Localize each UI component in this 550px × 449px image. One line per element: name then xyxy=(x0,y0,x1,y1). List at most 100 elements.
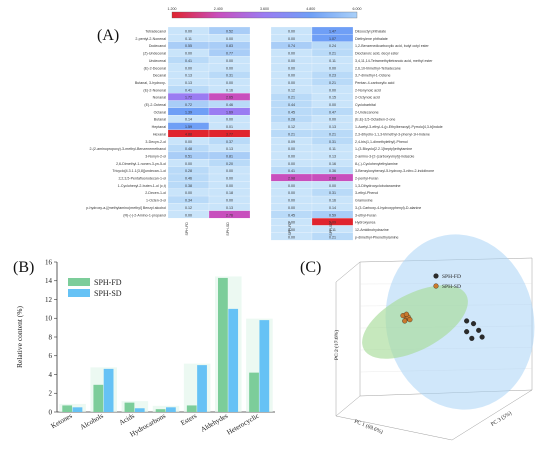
heatmap-cell-value: 0.37 xyxy=(226,140,233,144)
bar-sph-sd xyxy=(134,408,145,412)
heatmap-cell-value: 0.48 xyxy=(185,147,192,151)
heatmap-cell-value: 2.98 xyxy=(288,177,295,181)
heatmap-row-label: Butanal xyxy=(154,118,166,122)
scale-tick-label: 6.000 xyxy=(353,7,362,11)
heatmap-cell-value: 0.47 xyxy=(329,110,336,114)
ellipse-sph-sd xyxy=(385,234,535,410)
heatmap-cell-value: 0.38 xyxy=(185,184,192,188)
heatmap-cell-value: 0.18 xyxy=(226,191,233,195)
heatmap-cell-value: 0.72 xyxy=(185,103,192,107)
heatmap-row-label: 3-ethyl-Phenol xyxy=(355,191,378,195)
heatmap-cell-value: 1.47 xyxy=(329,30,336,34)
heatmap-cell-value: 0.45 xyxy=(288,213,295,217)
heatmap-row-label: (E)-2-Nonenal xyxy=(143,88,166,92)
heatmap-cell-value: 0.14 xyxy=(185,118,192,122)
heatmap-cell-value: 0.00 xyxy=(226,184,233,188)
heatmap-cell-value: 0.55 xyxy=(185,44,192,48)
heatmap-cell-value: 0.41 xyxy=(185,59,192,63)
heatmap-cell-value: 0.00 xyxy=(226,59,233,63)
heatmap-cell-value: 0.15 xyxy=(329,96,336,100)
heatmap-row-label: 2,2,3,5-Pentafluorodecan-1-ol xyxy=(118,177,166,181)
scatter-point-sph-fd xyxy=(464,329,470,335)
heatmap-cell-value: 0.21 xyxy=(329,235,336,239)
heatmap-cell-value: 1.59 xyxy=(185,125,192,129)
heatmap-cell-value: 0.28 xyxy=(288,118,295,122)
heatmap-row-label: 3-ethyl-Furan xyxy=(355,213,376,217)
heatmap-cell-value: 0.00 xyxy=(288,147,295,151)
axis-label-pc2: PC 2 (17.6%) xyxy=(333,330,340,360)
heatmap-cell-value: 0.36 xyxy=(329,169,336,173)
heatmap-row-label: 2-(2-aminopropoxy)-3-methyl-Benzenemetha… xyxy=(89,147,166,151)
heatmap-cell-value: 0.11 xyxy=(329,59,336,63)
heatmap-cell-value: 0.46 xyxy=(185,177,192,181)
scatter-point-sph-sd xyxy=(402,318,408,324)
bar-sph-fd xyxy=(218,277,228,412)
heatmap-row-label: (R)-(-)-2-Amino-1-propanol xyxy=(123,213,166,217)
plot-frame xyxy=(335,415,453,441)
heatmap-row-label: Dodecanol xyxy=(149,44,166,48)
x-tick-label: Ketones xyxy=(50,412,74,431)
heatmap-cell-value: 0.00 xyxy=(185,162,192,166)
heatmap-row-label: 2,6-Dimethyl-1-nonen-3-yn-5-ol xyxy=(116,162,166,166)
heatmap-cell-value: 0.11 xyxy=(185,37,192,41)
heatmap-row-label: 1-(3-Bicyclo[2.2.1]heptyl)ethylamine xyxy=(355,147,412,151)
heatmap-cell-value: 0.16 xyxy=(329,162,336,166)
bar-sph-sd xyxy=(228,308,239,412)
heatmap-cell-value: 0.00 xyxy=(288,191,295,195)
heatmap-cell-value: 0.09 xyxy=(288,140,295,144)
bar-chart: 0 2 4 6 8 10 12 14 16 Relative content (%) Ketones… xyxy=(15,258,275,439)
heatmap-row-label: 3-Benzyloxybenzyl-5-hydroxy-3-nitro-2-in… xyxy=(355,169,434,173)
bar-sph-sd xyxy=(166,407,176,412)
heatmap-row-label: 1-Acetyl-3-ethyl-4-(p-Ethylbenzoyl)-Pyrr… xyxy=(355,125,443,129)
heatmap-cell-value: 0.13 xyxy=(226,147,233,151)
heatmap-cell-value: 0.13 xyxy=(185,74,192,78)
heatmap-cell-value: 0.00 xyxy=(288,30,295,34)
x-tick-label: Heterocyclic xyxy=(225,412,260,437)
heatmap-cell-value: 0.13 xyxy=(329,154,336,158)
heatmap-cell-value: 0.34 xyxy=(185,199,192,203)
heatmap-cell-value: 0.00 xyxy=(185,213,192,217)
heatmap-cell-value: 0.00 xyxy=(288,154,295,158)
heatmap-column-label: SPH-FD xyxy=(288,222,292,236)
heatmap-row-label: 1,2-Benzenedicarboxylic acid, butyl octy… xyxy=(355,44,430,48)
heatmap-cell-value: 0.20 xyxy=(226,162,233,166)
heatmap-cell-value: 0.00 xyxy=(185,66,192,70)
heatmap-cell-value: 0.00 xyxy=(288,228,295,232)
heatmap: 1.200 2.400 3.600 4.800 6.000 0.00 0.52 Tetrade… xyxy=(86,7,443,241)
heatmap-cell-value: 0.11 xyxy=(329,147,336,151)
heatmap-cell-value: 0.31 xyxy=(329,191,336,195)
heatmap-cell-value: 3.77 xyxy=(226,132,233,136)
heatmap-row-label: (E)-2-Octenal xyxy=(144,103,166,107)
heatmap-cell-value: 0.00 xyxy=(288,235,295,239)
heatmap-cell-value: 0.12 xyxy=(185,206,192,210)
heatmap-cell-value: 0.14 xyxy=(329,206,336,210)
heatmap-cell-value: 5.09 xyxy=(329,221,336,225)
heatmap-row-label: 12-Amidinohydrazine xyxy=(355,228,389,232)
heatmap-cell-value: 1.07 xyxy=(329,37,336,41)
heatmap-cell-value: 0.13 xyxy=(329,125,336,129)
heatmap-row-label: 2,4-bis(1,1-dimethylethyl)-Phenol xyxy=(355,140,408,144)
heatmap-cell-value: 0.21 xyxy=(288,132,295,136)
scatter-point-sph-fd xyxy=(469,335,475,341)
bar-sph-fd xyxy=(93,384,104,412)
heatmap-row-label: Nonanal xyxy=(153,96,167,100)
ellipse-sph-fd xyxy=(362,285,468,359)
y-tick-label: 12 xyxy=(45,296,53,304)
heatmap-cell-value: 0.00 xyxy=(288,66,295,70)
scatter-point-sph-fd xyxy=(476,327,482,333)
y-tick-label: 6 xyxy=(49,352,53,360)
heatmap-cell-value: 0.00 xyxy=(288,52,295,56)
heatmap-cell-value: 0.41 xyxy=(185,88,192,92)
x-tick-label: Acids xyxy=(118,412,136,427)
heatmap-cell-value: 0.16 xyxy=(226,88,233,92)
heatmap-cell-value: 0.81 xyxy=(226,154,233,158)
heatmap-color-scale xyxy=(171,11,358,19)
heatmap-cell-value: 0.00 xyxy=(185,191,192,195)
heatmap-row-label: Pentan-4-carboxylic acid xyxy=(355,81,394,85)
heatmap-cell-value: 0.00 xyxy=(226,66,233,70)
heatmap-cell-value: 0.31 xyxy=(329,140,336,144)
heatmap-row-label: Cyclobarbital xyxy=(355,103,376,107)
heatmap-cell-value: 0.00 xyxy=(288,37,295,41)
heatmap-row-label: 1-Octen-3-ol xyxy=(146,199,166,203)
